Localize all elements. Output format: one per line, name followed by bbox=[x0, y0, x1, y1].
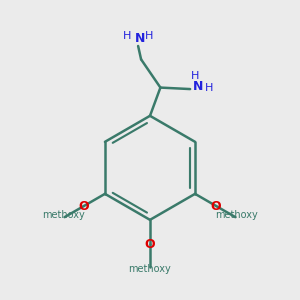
Text: N: N bbox=[193, 80, 204, 93]
Text: H: H bbox=[123, 32, 131, 41]
Text: H: H bbox=[190, 71, 199, 81]
Text: H: H bbox=[145, 32, 154, 41]
Text: methoxy: methoxy bbox=[42, 210, 84, 220]
Text: O: O bbox=[145, 238, 155, 251]
Text: methoxy: methoxy bbox=[129, 265, 171, 275]
Text: O: O bbox=[211, 200, 221, 212]
Text: O: O bbox=[79, 200, 89, 212]
Text: H: H bbox=[205, 82, 213, 93]
Text: N: N bbox=[134, 32, 145, 45]
Text: methoxy: methoxy bbox=[216, 210, 258, 220]
